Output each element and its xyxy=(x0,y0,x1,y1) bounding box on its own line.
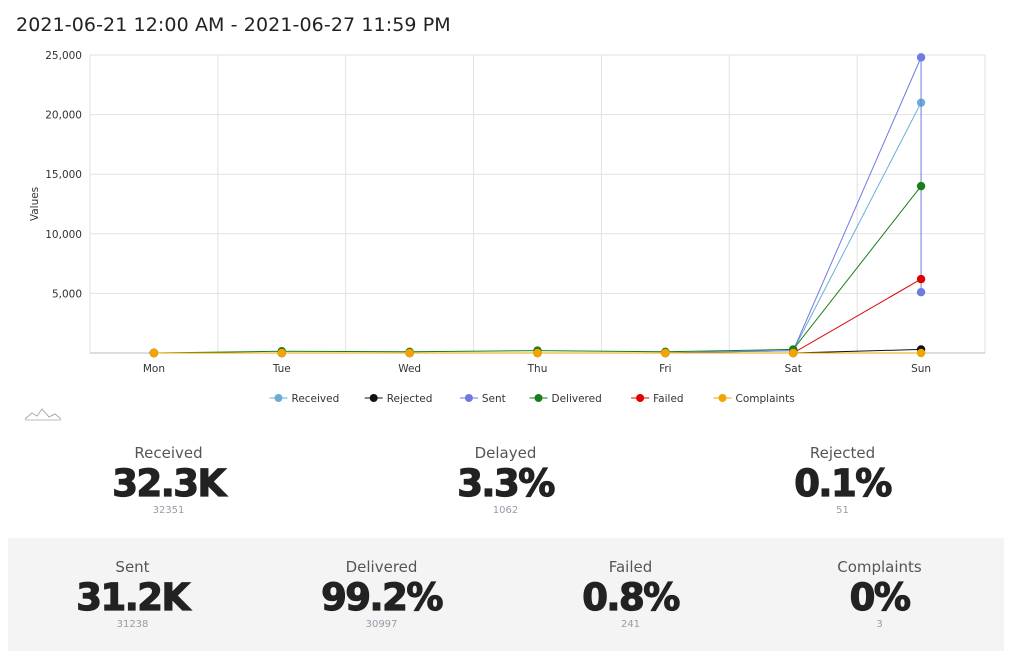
x-tick-label: Wed xyxy=(398,363,421,375)
legend-marker xyxy=(369,394,378,402)
legend-label: Sent xyxy=(482,393,506,405)
stat-count: 30997 xyxy=(365,619,398,630)
data-point-complaints xyxy=(661,348,670,358)
stat-value: 0% xyxy=(849,576,912,619)
legend-item-failed[interactable]: Failed xyxy=(631,393,684,405)
stat-rejected: Rejected 0.1% 51 xyxy=(674,440,1011,530)
stat-label: Failed xyxy=(608,558,653,576)
y-tick-label: 5,000 xyxy=(52,288,82,300)
x-tick-label: Mon xyxy=(143,363,165,375)
legend-label: Complaints xyxy=(736,393,795,405)
stat-count: 32351 xyxy=(152,505,185,516)
stat-complaints: Complaints 0% 3 xyxy=(755,538,1004,651)
legend-item-rejected[interactable]: Rejected xyxy=(364,393,433,405)
legend-item-sent[interactable]: Sent xyxy=(459,393,506,405)
legend-label: Received xyxy=(292,393,340,405)
y-tick-label: 15,000 xyxy=(45,169,82,181)
stat-count: 31238 xyxy=(116,619,149,630)
stat-value: 3.3% xyxy=(457,462,556,505)
series-line-received xyxy=(153,102,922,354)
stat-count: 241 xyxy=(620,619,641,630)
legend-marker xyxy=(534,394,543,402)
x-tick-label: Tue xyxy=(272,363,291,375)
x-tick-label: Sat xyxy=(785,363,802,375)
y-tick-label: 25,000 xyxy=(45,50,82,62)
data-point-complaints xyxy=(916,348,926,358)
data-point-complaints xyxy=(149,348,159,358)
legend-marker xyxy=(718,394,727,402)
stat-label: Delayed xyxy=(474,444,537,462)
legend-marker xyxy=(636,394,645,402)
data-point-failed xyxy=(916,274,926,284)
stat-value: 32.3K xyxy=(112,462,227,505)
data-point-complaints xyxy=(405,348,414,358)
stat-received: Received 32.3K 32351 xyxy=(0,440,337,530)
series-line-delivered xyxy=(153,185,922,354)
stat-value: 31.2K xyxy=(76,576,191,619)
stat-failed: Failed 0.8% 241 xyxy=(506,538,755,651)
legend-label: Rejected xyxy=(387,393,433,405)
date-range-title: 2021-06-21 12:00 AM - 2021-06-27 11:59 P… xyxy=(16,14,451,36)
legend-label: Failed xyxy=(653,393,683,405)
y-tick-label: 20,000 xyxy=(45,110,82,122)
stat-label: Complaints xyxy=(837,558,922,576)
stats-row-top: Received 32.3K 32351 Delayed 3.3% 1062 R… xyxy=(0,440,1011,530)
stat-value: 0.8% xyxy=(582,576,681,619)
line-chart: 5,000 10,000 15,000 20,000 25,000 Mon Tue Wed Th… xyxy=(29,50,986,405)
stats-row-bottom: Sent 31.2K 31238 Delivered 99.2% 30997 F… xyxy=(8,538,1004,651)
stat-sent: Sent 31.2K 31238 xyxy=(8,538,257,651)
stat-value: 0.1% xyxy=(794,462,893,505)
data-point-delivered xyxy=(916,181,926,191)
legend-item-received[interactable]: Received xyxy=(269,393,340,405)
stat-count: 51 xyxy=(836,505,849,516)
data-point-complaints xyxy=(789,348,798,358)
x-tick-label: Thu xyxy=(527,363,548,375)
data-point-complaints xyxy=(533,348,542,358)
stat-delivered: Delivered 99.2% 30997 xyxy=(257,538,506,651)
stat-label: Sent xyxy=(115,558,150,576)
legend-marker xyxy=(274,394,283,402)
stat-count: 1062 xyxy=(492,505,519,516)
stat-label: Rejected xyxy=(809,444,876,462)
y-tick-label: 10,000 xyxy=(45,229,82,241)
stat-count: 3 xyxy=(876,619,883,630)
plot-frame xyxy=(89,54,986,354)
x-tick-label: Fri xyxy=(659,363,672,375)
stat-value: 99.2% xyxy=(320,576,444,619)
legend-item-delivered[interactable]: Delivered xyxy=(529,393,602,405)
stat-label: Delivered xyxy=(345,558,418,576)
stat-label: Received xyxy=(134,444,203,462)
data-point-sent xyxy=(916,288,926,297)
legend-item-complaints[interactable]: Complaints xyxy=(713,393,795,405)
stat-delayed: Delayed 3.3% 1062 xyxy=(337,440,674,530)
data-point-sent xyxy=(916,53,926,62)
data-point-complaints xyxy=(277,348,286,358)
x-tick-label: Sun xyxy=(911,363,931,375)
series-line-failed xyxy=(153,278,922,354)
area-chart-icon[interactable] xyxy=(24,405,62,421)
legend-marker xyxy=(464,394,473,402)
y-axis-label: Values xyxy=(29,187,41,221)
legend-label: Delivered xyxy=(552,393,602,405)
series-line-sent xyxy=(153,57,922,354)
